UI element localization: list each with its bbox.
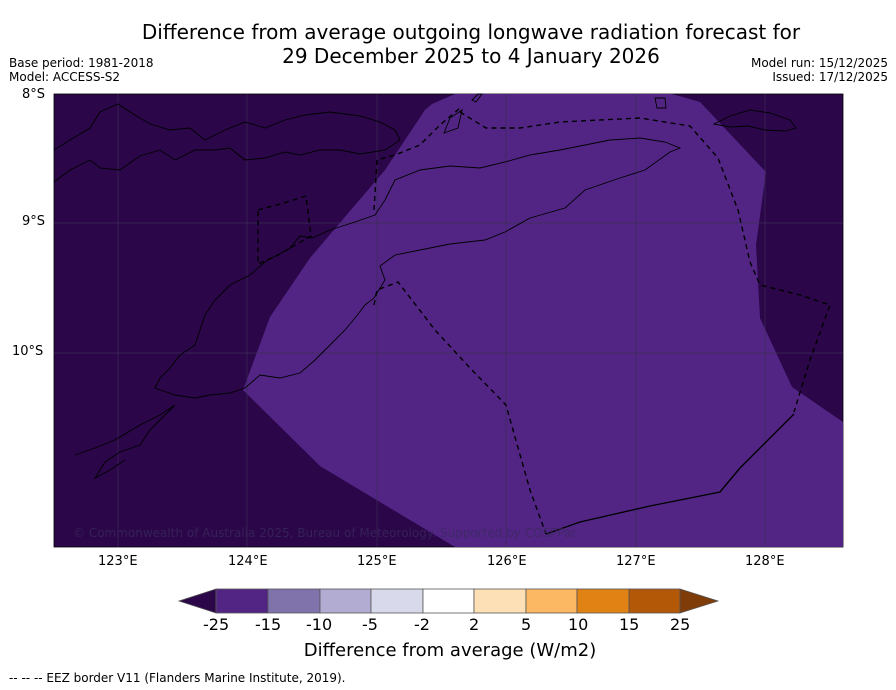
issued-date: Issued: 17/12/2025 <box>772 70 888 84</box>
lon-label-127e: 127°E <box>616 554 656 569</box>
colorbar-bin <box>215 588 269 614</box>
model-name: Model: ACCESS-S2 <box>9 70 121 84</box>
colorbar-bin <box>422 588 475 614</box>
colorbar-tick: -15 <box>255 615 282 634</box>
base-period: Base period: 1981-2018 <box>9 56 154 70</box>
colorbar-bin <box>267 588 321 614</box>
footnote-eez: -- -- -- EEZ border V11 (Flanders Marine… <box>9 671 346 685</box>
colorbar-tick: -25 <box>203 615 230 634</box>
lon-label-124e: 124°E <box>228 554 268 569</box>
lon-label-123e: 123°E <box>98 554 138 569</box>
eez-border-timor <box>373 281 547 535</box>
title-line-1: Difference from average outgoing longwav… <box>141 20 801 44</box>
colorbar-tick: -2 <box>414 615 430 634</box>
anomaly-region-mid <box>243 94 843 547</box>
colorbar-tick: 15 <box>619 615 640 634</box>
colorbar-bin <box>319 588 372 614</box>
lat-label-9s: 9°S <box>22 214 46 229</box>
coastline-rote <box>74 404 176 480</box>
title-line-2: 29 December 2025 to 4 January 2026 <box>282 44 660 68</box>
model-run: Model run: 15/12/2025 <box>750 56 888 70</box>
coastlines <box>53 93 797 480</box>
lon-label-126e: 126°E <box>487 554 527 569</box>
colorbar-tick: 2 <box>469 615 480 634</box>
colorbar-extension-high <box>679 588 720 614</box>
meta-left: Base period: 1981-2018 Model: ACCESS-S2 <box>9 56 154 84</box>
lon-label-128e: 128°E <box>745 554 785 569</box>
meta-right: Model run: 15/12/2025 Issued: 17/12/2025 <box>751 56 888 84</box>
colorbar-bin <box>576 588 630 614</box>
colorbar-bin <box>525 588 578 614</box>
colorbar <box>177 588 720 614</box>
eez-borders <box>257 107 831 535</box>
lat-label-10s: 10°S <box>12 344 44 359</box>
colorbar-tick: 25 <box>670 615 691 634</box>
colorbar-tick: -5 <box>362 615 378 634</box>
coastline-wetar <box>712 109 797 132</box>
chart-title: Difference from average outgoing longwav… <box>0 20 896 68</box>
colorbar-bin <box>370 588 424 614</box>
colorbar-tick: -10 <box>306 615 333 634</box>
coastline-timor <box>154 137 682 399</box>
coastline-small-islands <box>443 93 667 134</box>
coastline-northern-islands <box>53 103 401 183</box>
eez-border-west <box>257 107 461 266</box>
lat-label-8s: 8°S <box>22 87 46 102</box>
colorbar-tick: 10 <box>568 615 589 634</box>
lon-label-125e: 125°E <box>357 554 397 569</box>
copyright-notice: © Commonwealth of Australia 2025, Bureau… <box>73 526 578 540</box>
colorbar-tick: 5 <box>521 615 532 634</box>
colorbar-bin <box>473 588 527 614</box>
colorbar-extension-low <box>177 588 217 614</box>
colorbar-label: Difference from average (W/m2) <box>303 640 597 661</box>
colorbar-bin <box>628 588 681 614</box>
eez-border-solid <box>545 413 795 535</box>
